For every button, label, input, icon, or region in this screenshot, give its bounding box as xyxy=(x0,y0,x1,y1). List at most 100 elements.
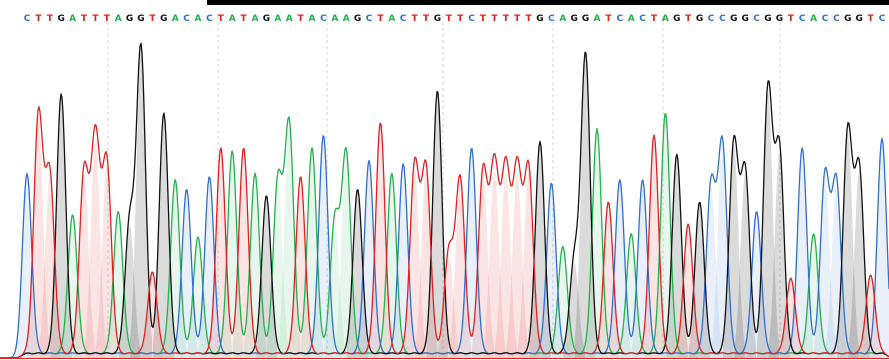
base-call-label: T xyxy=(503,14,510,24)
base-call-label: T xyxy=(685,14,692,24)
peak-shading xyxy=(164,179,187,358)
base-call-label: A xyxy=(286,14,293,24)
top-scrollbar[interactable] xyxy=(207,0,889,5)
base-call-label: C xyxy=(833,14,840,24)
peak-shading xyxy=(84,141,107,358)
peak-shading xyxy=(323,221,346,358)
base-call-label: T xyxy=(104,14,111,24)
base-call-label: G xyxy=(673,14,680,24)
peak-shading xyxy=(836,132,859,358)
peak-shading xyxy=(392,164,415,358)
peak-shading xyxy=(825,183,848,358)
base-call-label: T xyxy=(514,14,521,24)
peak-shading xyxy=(631,179,654,358)
base-call-label: T xyxy=(35,14,42,24)
base-call-label: A xyxy=(331,14,338,24)
base-call-label: A xyxy=(172,14,179,24)
peak-shading xyxy=(130,49,152,358)
peak-shading xyxy=(255,195,278,358)
peak-shading xyxy=(574,55,597,359)
base-call-label: G xyxy=(571,14,578,24)
peak-shading xyxy=(722,144,745,358)
base-call-label: A xyxy=(195,14,202,24)
peak-shading xyxy=(506,173,529,358)
peak-shading xyxy=(358,160,380,358)
base-call-label: T xyxy=(788,14,795,24)
base-call-label: T xyxy=(446,14,453,24)
base-call-label: T xyxy=(526,14,533,24)
peak-shading xyxy=(734,173,757,358)
peak-shading xyxy=(608,179,631,358)
base-call-label: T xyxy=(651,14,658,24)
base-call-label: C xyxy=(708,14,715,24)
peak-shading xyxy=(426,90,449,359)
base-call-label: G xyxy=(856,14,863,24)
base-call-label: T xyxy=(47,14,54,24)
base-call-label: T xyxy=(298,14,305,24)
base-call-label: A xyxy=(594,14,601,24)
base-call-label: C xyxy=(719,14,726,24)
peak-shading xyxy=(586,129,608,358)
peak-shading xyxy=(415,170,437,358)
base-call-label: T xyxy=(412,14,419,24)
peak-shading xyxy=(517,170,540,358)
peak-shading xyxy=(700,186,722,358)
peak-shading xyxy=(403,167,426,358)
base-call-label: T xyxy=(480,14,487,24)
base-call-label: C xyxy=(206,14,213,24)
base-call-label: A xyxy=(628,14,635,24)
base-call-label: C xyxy=(183,14,190,24)
base-call-label: G xyxy=(742,14,749,24)
base-call-label: A xyxy=(388,14,395,24)
peak-shading xyxy=(529,141,551,358)
peak-shading xyxy=(301,148,323,358)
peak-shading xyxy=(597,202,620,358)
base-call-label: T xyxy=(605,14,612,24)
base-call-label: C xyxy=(366,14,373,24)
peak-shading xyxy=(73,173,95,358)
base-call-label: A xyxy=(274,14,281,24)
trace-T xyxy=(0,106,889,359)
peak-shading xyxy=(209,148,232,358)
peak-shading xyxy=(244,173,266,358)
base-call-label: A xyxy=(252,14,259,24)
peak-shading xyxy=(848,170,871,358)
base-call-label: T xyxy=(92,14,99,24)
peak-shading xyxy=(380,173,403,358)
peak-shading xyxy=(665,154,688,358)
peak-shading xyxy=(677,224,700,358)
peak-shading xyxy=(175,189,198,358)
peak-shading xyxy=(494,173,517,358)
base-call-label: G xyxy=(776,14,783,24)
base-call-label: G xyxy=(354,14,361,24)
base-call-label: G xyxy=(126,14,133,24)
base-call-label: A xyxy=(810,14,817,24)
peak-shading xyxy=(551,246,574,358)
peak-shading xyxy=(563,262,586,358)
base-call-label: A xyxy=(309,14,316,24)
peak-shading xyxy=(61,214,84,358)
peak-shading xyxy=(483,170,506,358)
peak-shading xyxy=(152,113,175,358)
base-call-label: G xyxy=(696,14,703,24)
base-call-label: C xyxy=(639,14,646,24)
peak-shading xyxy=(802,234,825,358)
base-call-label: T xyxy=(868,14,875,24)
peak-shading xyxy=(95,164,118,358)
base-call-label: A xyxy=(343,14,350,24)
base-call-label: T xyxy=(241,14,248,24)
peak-shading xyxy=(460,148,483,358)
base-call-label: G xyxy=(160,14,167,24)
base-call-label: C xyxy=(616,14,623,24)
base-call-label: G xyxy=(582,14,589,24)
base-call-label: C xyxy=(879,14,886,24)
peak-shading xyxy=(859,275,882,358)
base-call-label: T xyxy=(423,14,430,24)
peak-shading xyxy=(711,144,734,358)
base-call-label: G xyxy=(263,14,270,24)
peak-shading xyxy=(745,211,768,358)
peak-shading xyxy=(779,278,802,358)
base-call-label: G xyxy=(434,14,441,24)
peak-shading xyxy=(118,224,141,358)
peak-shading xyxy=(449,179,472,358)
